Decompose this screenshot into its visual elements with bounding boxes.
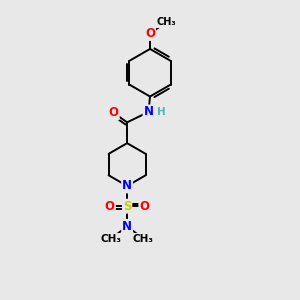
- Text: O: O: [145, 27, 155, 40]
- Text: CH₃: CH₃: [157, 17, 176, 27]
- Text: S: S: [123, 200, 131, 213]
- Text: H: H: [157, 107, 165, 117]
- Text: O: O: [105, 200, 115, 213]
- Text: N: N: [122, 179, 132, 193]
- Text: CH₃: CH₃: [133, 234, 154, 244]
- Text: O: O: [109, 106, 119, 119]
- Text: N: N: [143, 106, 154, 118]
- Text: CH₃: CH₃: [100, 234, 121, 244]
- Text: O: O: [140, 200, 149, 213]
- Text: N: N: [122, 220, 132, 233]
